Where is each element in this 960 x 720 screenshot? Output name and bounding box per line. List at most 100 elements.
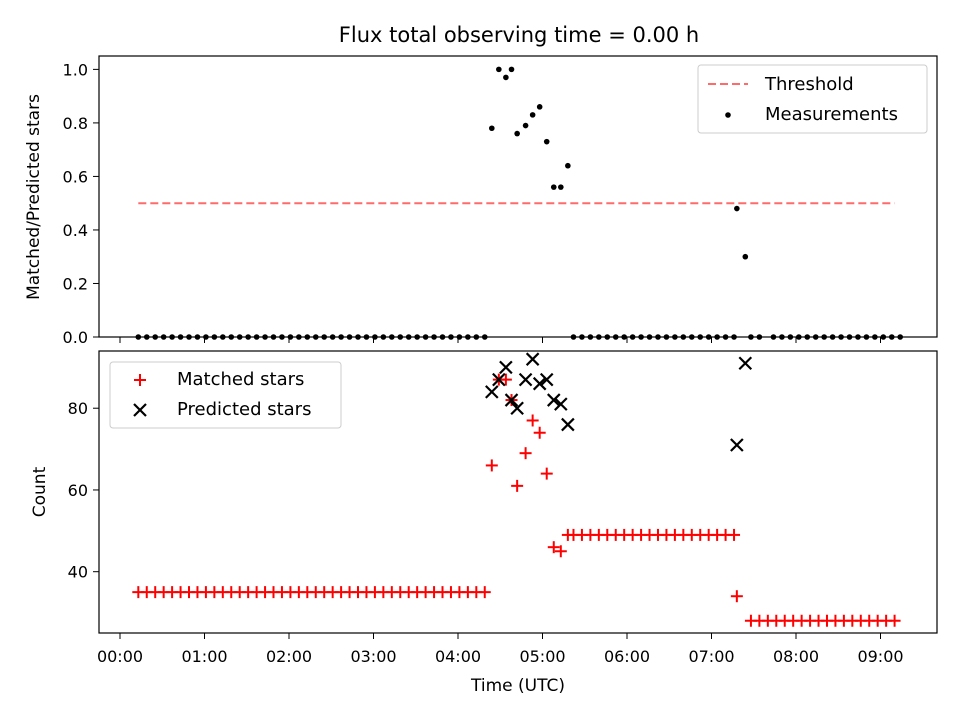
measurement-point	[621, 334, 627, 340]
predicted-star-point	[485, 385, 499, 399]
measurement-point	[821, 334, 827, 340]
top-y-tick-label: 1.0	[63, 60, 88, 79]
x-tick-label: 01:00	[181, 647, 227, 666]
top-plot-marks	[135, 66, 904, 340]
x-tick-label: 06:00	[604, 647, 650, 666]
measurement-point	[270, 334, 277, 340]
measurement-point	[697, 334, 704, 340]
x-tick-label: 07:00	[688, 647, 734, 666]
bottom-x-ticks: 00:00 01:00 02:00 03:00 04:00 05:00 06:00 07:00…	[97, 633, 904, 666]
measurement-point	[779, 334, 785, 340]
measurement-point	[465, 334, 471, 340]
measurement-point	[680, 334, 687, 340]
measurement-point	[812, 334, 819, 340]
measurement-point	[220, 334, 226, 340]
measurement-point	[829, 334, 836, 340]
measurement-point	[579, 334, 585, 340]
top-y-ticks: 0.0 0.2 0.4 0.6 0.8 1.0	[63, 60, 99, 347]
measurement-point	[363, 334, 370, 340]
bottom-legend-frame	[109, 361, 342, 429]
x-tick-label: 08:00	[773, 647, 819, 666]
measurement-point	[796, 334, 802, 340]
legend-matched-label: Matched stars	[177, 369, 304, 390]
measurement-point	[389, 334, 395, 340]
top-legend-frame	[697, 64, 928, 134]
measurement-point	[558, 184, 564, 190]
predicted-star-point	[510, 401, 524, 415]
measurement-point	[262, 334, 268, 340]
predicted-star-point	[730, 438, 744, 452]
measurement-point	[543, 138, 550, 145]
measurement-point	[245, 334, 251, 340]
measurement-point	[663, 334, 670, 340]
top-y-tick-label: 0.8	[63, 114, 88, 133]
matched-star-point	[561, 528, 574, 541]
bottom-plot-marks	[132, 352, 901, 627]
measurement-point	[160, 334, 167, 340]
measurement-point	[655, 334, 661, 340]
measurement-point	[169, 334, 175, 340]
measurement-point	[714, 334, 720, 340]
measurement-point	[722, 334, 729, 340]
measurement-point	[522, 122, 529, 129]
predicted-star-point	[492, 372, 506, 387]
matched-star-point	[888, 614, 901, 627]
measurement-point	[431, 334, 437, 340]
measurement-point	[496, 66, 502, 73]
predicted-star-point	[504, 393, 519, 407]
top-x-ticks	[119, 337, 881, 343]
top-y-tick-label: 0.2	[63, 274, 88, 293]
measurement-point	[194, 334, 201, 340]
measurement-point	[422, 334, 429, 340]
measurement-point	[855, 334, 861, 340]
measurement-point	[529, 112, 536, 118]
bottom-y-tick-label: 40	[68, 563, 88, 582]
matched-star-point	[533, 426, 546, 439]
measurement-point	[312, 334, 319, 340]
predicted-star-point	[554, 397, 568, 411]
measurement-point	[705, 334, 712, 340]
predicted-star-point	[525, 352, 540, 366]
bottom-panel: 40 60 80 00:00 01:00 02:00 03:00 04:00 05:00 06:…	[30, 350, 938, 696]
predicted-star-point	[532, 376, 547, 391]
measurement-point	[338, 334, 344, 340]
measurement-point	[236, 334, 243, 340]
measurement-point	[629, 334, 636, 340]
matched-star-point	[485, 459, 498, 472]
measurement-point	[604, 334, 611, 340]
measurement-point	[186, 334, 192, 340]
measurement-point	[872, 334, 878, 340]
measurement-point	[804, 334, 811, 340]
bottom-y-axis-label: Count	[30, 466, 50, 517]
measurement-point	[397, 334, 404, 340]
measurement-point	[152, 334, 159, 340]
measurement-point	[748, 334, 754, 340]
measurement-point	[481, 334, 488, 340]
measurement-point	[888, 334, 895, 340]
measurement-point	[380, 334, 387, 340]
measurement-point	[734, 205, 740, 212]
bottom-plot-frame	[98, 350, 938, 634]
measurement-point	[612, 334, 619, 340]
legend-measurements-swatch	[725, 112, 731, 118]
predicted-star-point	[539, 372, 554, 387]
top-plot-frame	[98, 55, 938, 338]
x-tick-label: 04:00	[435, 647, 481, 666]
predicted-star-point	[561, 417, 575, 432]
predicted-star-point	[546, 393, 561, 407]
measurement-point	[473, 334, 480, 340]
measurement-point	[550, 184, 557, 190]
top-panel: 0.0 0.2 0.4 0.6 0.8 1.0 Matched/Predicted sta…	[24, 55, 938, 347]
matched-star-point	[526, 414, 539, 427]
chart-title: Flux total observing time = 0.00 h	[339, 23, 699, 47]
predicted-star-point	[738, 356, 753, 371]
measurement-point	[143, 334, 150, 340]
measurement-point	[489, 125, 495, 132]
legend-predicted-label: Predicted stars	[177, 399, 311, 420]
measurement-point	[177, 334, 184, 340]
measurement-point	[838, 334, 844, 340]
measurement-point	[405, 334, 412, 340]
measurement-point	[565, 162, 571, 169]
measurement-point	[756, 334, 763, 340]
